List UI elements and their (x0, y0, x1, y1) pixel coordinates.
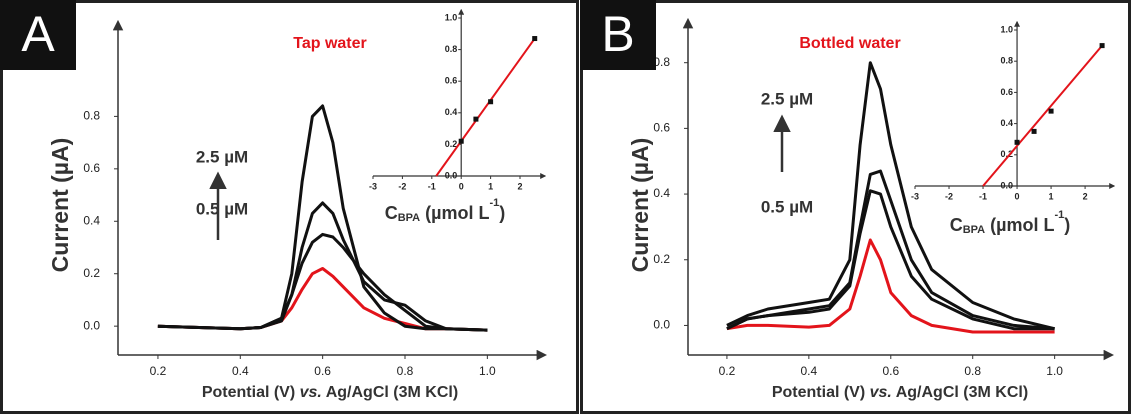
data-point (1014, 139, 1020, 145)
x-tick-label: 0.6 (882, 364, 899, 378)
y-tick-label: 0.0 (83, 318, 100, 332)
panel-frame (0, 0, 579, 414)
data-point (1031, 128, 1037, 134)
data-line (726, 61, 1055, 331)
inset-x-axis-label-part: ) (1064, 215, 1070, 235)
y-tick-label: 0.0 (653, 318, 670, 332)
inset-y-tick-label: 0.2 (445, 139, 458, 149)
inset-x-tick-label: 1 (1049, 191, 1054, 201)
panel-frame (580, 0, 1131, 414)
data-point (1048, 108, 1054, 114)
x-axis-label-part: Potential (V) (202, 384, 300, 401)
inset-x-axis-label-part: BPA (963, 224, 985, 236)
chart-title: Bottled water (799, 35, 900, 52)
inset-x-tick-label: 2 (518, 181, 523, 191)
inset-y-tick-label: 1.0 (445, 12, 458, 22)
y-axis-label: Current (µA) (627, 138, 653, 273)
inset-x-axis-label-part: (µmol L (420, 203, 489, 223)
x-tick-label: 1.0 (479, 364, 496, 378)
inset-x-axis-label: CBPA (µmol L-1) (385, 197, 506, 224)
y-tick-label: 0.6 (83, 161, 100, 175)
inset-x-tick-label: -2 (945, 191, 953, 201)
data-line (726, 169, 1055, 331)
data-point (1099, 43, 1105, 49)
inset-x-axis-label-part: C (385, 203, 398, 223)
y-tick-label: 0.8 (83, 109, 100, 123)
x-tick-label: 0.2 (150, 364, 167, 378)
fit-line (982, 44, 1103, 187)
inset-x-tick-label: 2 (1083, 191, 1088, 201)
x-axis-label: Potential (V) vs. Ag/AgCl (3M KCl) (202, 384, 458, 401)
data-point (458, 138, 464, 144)
inset-x-axis-label-part: C (950, 215, 963, 235)
data-line (157, 267, 488, 332)
inset-x-tick-label: 0 (459, 181, 464, 191)
x-axis-label: Potential (V) vs. Ag/AgCl (3M KCl) (772, 384, 1028, 401)
inset-x-axis-label-part: BPA (398, 212, 420, 224)
panel-label-box (0, 0, 76, 70)
y-axis-label: Current (µA) (47, 138, 73, 273)
inset-x-tick-label: -2 (398, 181, 406, 191)
x-tick-label: 0.4 (232, 364, 249, 378)
panel-label: A (21, 6, 55, 62)
inset-y-tick-label: 0.2 (1001, 149, 1014, 159)
fit-line (435, 37, 536, 177)
inset-y-tick-label: 0.0 (1001, 180, 1014, 190)
data-line (157, 232, 488, 332)
inset-y-tick-label: 0.6 (445, 76, 458, 86)
annotation: 0.5 µM (761, 197, 813, 216)
inset-x-axis-label-part: ) (499, 203, 505, 223)
inset-y-tick-label: 0.0 (445, 170, 458, 180)
inset-y-tick-label: 0.4 (445, 107, 458, 117)
data-point (488, 99, 494, 105)
annotation: 0.5 µM (196, 199, 248, 218)
annotation: 2.5 µM (761, 89, 813, 108)
inset-y-tick-label: 0.4 (1001, 118, 1014, 128)
x-tick-label: 1.0 (1046, 364, 1063, 378)
inset-x-axis-label-part: -1 (490, 197, 500, 209)
inset-y-tick-label: 0.6 (1001, 87, 1014, 97)
x-axis-label-part: Potential (V) (772, 384, 870, 401)
x-tick-label: 0.8 (964, 364, 981, 378)
data-point (532, 36, 538, 42)
x-tick-label: 0.6 (314, 364, 331, 378)
x-tick-label: 0.2 (719, 364, 736, 378)
inset-x-tick-label: -1 (428, 181, 436, 191)
y-tick-label: 0.6 (653, 121, 670, 135)
panel-label-box (580, 0, 656, 70)
x-tick-label: 0.8 (397, 364, 414, 378)
chart-title: Tap water (293, 35, 367, 52)
inset-x-tick-label: -3 (369, 181, 377, 191)
y-tick-label: 0.4 (83, 213, 100, 227)
x-axis-label-part: Ag/AgCl (3M KCl) (322, 384, 458, 401)
inset-x-tick-label: -1 (979, 191, 987, 201)
inset-x-tick-label: -3 (911, 191, 919, 201)
y-tick-label: 0.2 (83, 266, 100, 280)
data-point (473, 116, 479, 122)
x-axis-label-part: vs. (870, 384, 892, 401)
inset-x-axis-label-part: (µmol L (985, 215, 1054, 235)
inset-x-axis-label-part: -1 (1055, 209, 1065, 221)
inset-x-tick-label: 1 (488, 181, 493, 191)
annotation: 2.5 µM (196, 147, 248, 166)
inset-y-tick-label: 1.0 (1001, 24, 1014, 34)
data-line (726, 238, 1055, 334)
y-tick-label: 0.2 (653, 252, 670, 266)
x-axis-label-part: vs. (300, 384, 322, 401)
inset-x-tick-label: 0 (1015, 191, 1020, 201)
y-tick-label: 0.4 (653, 186, 670, 200)
x-tick-label: 0.4 (801, 364, 818, 378)
data-line (157, 104, 488, 332)
x-axis-label-part: Ag/AgCl (3M KCl) (892, 384, 1028, 401)
inset-y-tick-label: 0.8 (445, 44, 458, 54)
y-tick-label: 0.8 (653, 55, 670, 69)
inset-y-tick-label: 0.8 (1001, 56, 1014, 66)
panel-label: B (601, 6, 634, 62)
inset-x-axis-label: CBPA (µmol L-1) (950, 209, 1071, 236)
